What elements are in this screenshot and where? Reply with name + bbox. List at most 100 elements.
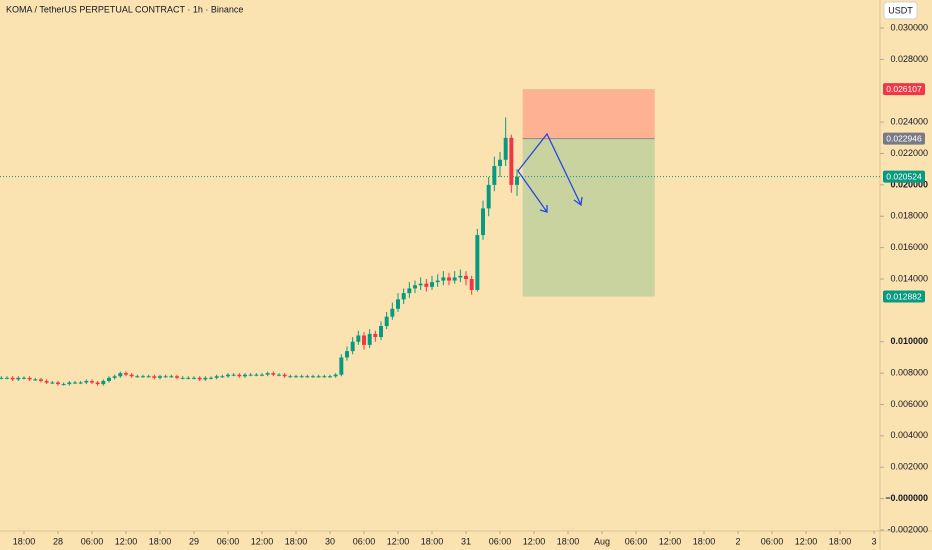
candle-body (152, 376, 157, 378)
candle-body (248, 374, 253, 376)
y-tick-label: 0.002000 (890, 462, 928, 472)
y-tick-label: -0.002000 (887, 524, 928, 534)
candle-body (118, 373, 123, 377)
price-tag-label: 0.026107 (886, 84, 922, 94)
candle-body (16, 377, 21, 380)
candle-body (390, 308, 395, 317)
candle-body (123, 373, 128, 375)
candle-body (469, 278, 474, 290)
candle-body (362, 335, 366, 345)
x-tick-label: 06:00 (625, 536, 648, 546)
arrow (517, 132, 582, 206)
candle-body (33, 379, 38, 381)
candle-body (492, 166, 497, 185)
candle-body (271, 373, 276, 375)
x-tick-label: 12:00 (795, 536, 818, 546)
y-tick-label: 0.014000 (890, 273, 928, 283)
candle-body (509, 137, 514, 185)
candle-body (192, 377, 196, 379)
x-tick-label: 06:00 (81, 536, 104, 546)
candle-body (333, 374, 338, 377)
candle-body (50, 382, 55, 384)
candle-body (401, 293, 406, 300)
candle-body (169, 376, 174, 378)
price-tag (883, 290, 925, 303)
candle-body (503, 137, 508, 160)
candle-body (413, 285, 417, 289)
x-tick-label: 29 (189, 536, 199, 546)
candle-body (481, 208, 485, 236)
target-zone (522, 138, 655, 297)
candle-body (498, 159, 502, 167)
candle-body (95, 382, 100, 385)
x-tick-label: 18:00 (829, 536, 852, 546)
price-tag-label: 0.020524 (886, 171, 922, 181)
y-tick-label: 0.010000 (890, 336, 928, 346)
candle-body (180, 377, 185, 379)
x-tick-label: 18:00 (149, 536, 172, 546)
candle-body (418, 283, 423, 286)
candle-body (243, 374, 247, 377)
candle-body (112, 376, 117, 378)
y-tick-label: 0.024000 (890, 117, 928, 127)
y-tick-label: 0.006000 (890, 399, 928, 409)
price-tag (883, 83, 925, 96)
candle-body (260, 374, 264, 376)
x-tick-label: 2 (736, 536, 741, 546)
candle-body (373, 333, 378, 338)
candle-body (379, 326, 383, 338)
candle-body (226, 374, 230, 377)
candle-body (146, 376, 151, 378)
candle-body (464, 275, 468, 279)
arrow-head (539, 205, 548, 213)
candle-body (27, 377, 32, 380)
candle-body (515, 176, 520, 185)
candle-body (214, 376, 219, 378)
candle-body (135, 376, 140, 378)
x-tick-label: 12:00 (659, 536, 682, 546)
x-tick-label: 12:00 (523, 536, 546, 546)
candle-body (175, 376, 179, 378)
x-tick-label: 06:00 (217, 536, 240, 546)
x-tick-label: 30 (325, 536, 335, 546)
y-tick-label: 0.018000 (890, 211, 928, 221)
candle-body (288, 376, 293, 378)
candle-body (328, 376, 332, 378)
chart-title: KOMA / TetherUS PERPETUAL CONTRACT · 1h … (6, 4, 243, 14)
candle-body (345, 351, 349, 358)
candle-body (350, 341, 355, 352)
candle-body (407, 288, 412, 294)
price-tag (883, 132, 925, 145)
candle-body (84, 380, 89, 383)
x-tick-label: 18:00 (421, 536, 444, 546)
candle-body (4, 377, 9, 379)
candle-body (441, 277, 446, 281)
x-tick-label: 12:00 (387, 536, 410, 546)
candle-body (209, 377, 213, 379)
candle-body (10, 377, 15, 380)
currency-button[interactable] (883, 1, 918, 20)
candle-body (299, 376, 304, 378)
candle-body (424, 283, 429, 287)
arrow (517, 170, 548, 213)
x-tick-label: 18:00 (557, 536, 580, 546)
arrow-head (573, 196, 583, 207)
candle-body (203, 377, 208, 380)
candle-body (220, 376, 225, 378)
candle-body (158, 376, 162, 378)
candle-body (339, 357, 344, 375)
candle-body (265, 373, 270, 375)
candle-body (447, 277, 451, 281)
x-tick-label: 31 (461, 536, 471, 546)
candle-body (101, 380, 106, 385)
y-tick-label: 0.004000 (890, 430, 928, 440)
candle-body (44, 380, 49, 383)
candle-body (277, 374, 281, 376)
y-tick-label: 0.022000 (890, 148, 928, 158)
candle-body (396, 299, 400, 309)
candle-body (237, 374, 242, 377)
currency-label[interactable]: USDT (888, 5, 913, 15)
candle-body (316, 376, 321, 378)
x-tick-label: Aug (594, 536, 610, 546)
